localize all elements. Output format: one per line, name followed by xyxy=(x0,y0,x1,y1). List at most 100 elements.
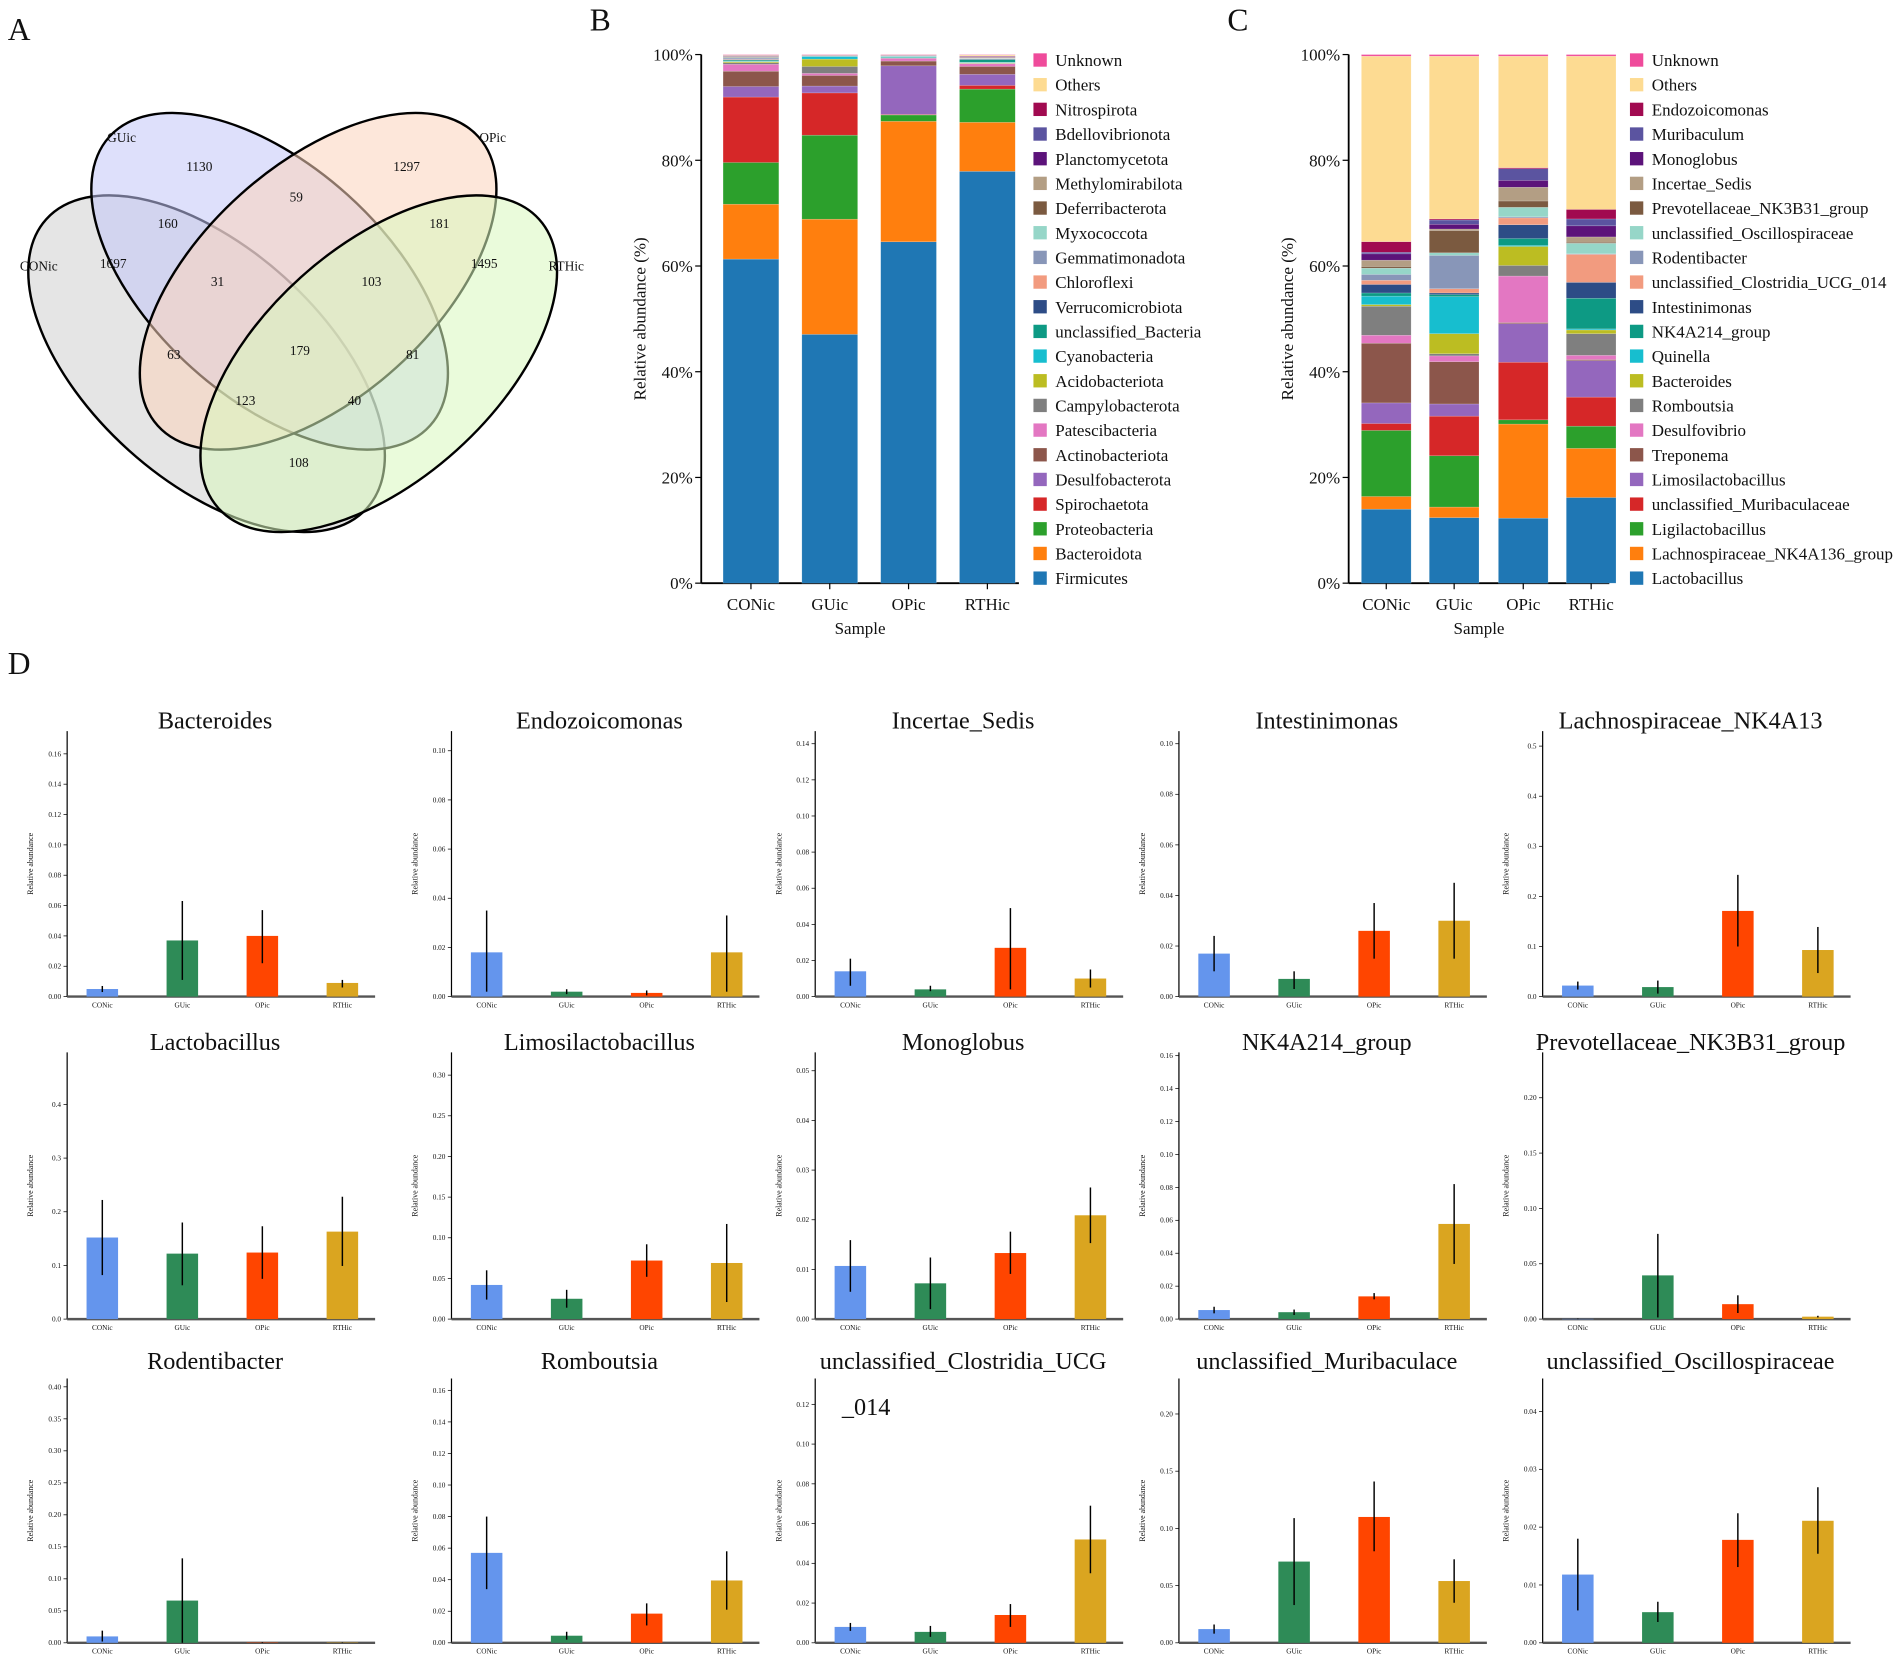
subplot-title: unclassified_Muribaculace xyxy=(1196,1348,1457,1375)
bar-segment-conic-romboutsia xyxy=(1361,305,1412,336)
bar-segment-conic-bacteroidota xyxy=(722,203,780,260)
x-tick-label: CONic xyxy=(1362,595,1411,614)
bar-segment-opic-bacteroides xyxy=(1498,246,1549,266)
y-tick-label: 0.10 xyxy=(1160,740,1173,748)
bar-segment-opic-lachnospiraceae-nk4a136-group xyxy=(1498,423,1549,519)
y-tick-label: 0.02 xyxy=(1160,942,1173,950)
x-tick-label: OPic xyxy=(1367,1324,1382,1332)
legend-label: Intestinimonas xyxy=(1652,298,1752,317)
bar-segment-conic-desulfovibrio xyxy=(1361,335,1412,344)
y-tick-label: 0.00 xyxy=(796,993,809,1001)
x-tick-label: GUic xyxy=(559,1002,575,1010)
bar-segment-conic-incertae-sedis xyxy=(1361,259,1412,267)
y-tick-label: 0% xyxy=(1318,574,1341,593)
legend-swatch xyxy=(1629,374,1644,388)
bar-segment-rthic-desulfobacterota xyxy=(959,74,1016,86)
y-tick-label: 0.30 xyxy=(433,1072,446,1080)
x-tick-label: CONic xyxy=(92,1648,113,1656)
subplot-romboutsia: Romboutsia 0.00 0.02 0.04 0.06 0.08 0.10 0.12 0.… xyxy=(411,1348,760,1656)
y-tick-label: 0.4 xyxy=(1527,793,1536,801)
y-tick-label: 0.04 xyxy=(1160,892,1173,900)
y-tick-label: 0.02 xyxy=(796,1216,809,1224)
legend-swatch xyxy=(1033,300,1047,314)
y-tick-label: 0.10 xyxy=(796,1441,809,1449)
x-tick-label: RTHic xyxy=(717,1324,736,1332)
genus-stacked-bar-chart: 0% 20% 40% 60% 80% 100% Relative abundance (%)… xyxy=(1278,46,1893,638)
y-tick-label: 0.03 xyxy=(1524,1466,1537,1474)
bar-segment-guic-actinobacteriota xyxy=(801,75,858,87)
legend-label: Bacteroides xyxy=(1652,372,1732,391)
bar-segment-rthic-lachnospiraceae-nk4a136-group xyxy=(1566,448,1617,498)
subplot-intestinimonas: Intestinimonas 0.00 0.02 0.04 0.06 0.08 0.10 Re… xyxy=(1138,708,1487,1010)
x-tick-label: GUic xyxy=(174,1324,190,1332)
y-tick-label: 0.08 xyxy=(796,1480,809,1488)
y-tick-label: 0.08 xyxy=(796,849,809,857)
legend-label: unclassified_Clostridia_UCG_014 xyxy=(1652,273,1887,292)
y-axis-label: Relative abundance xyxy=(774,1479,783,1541)
x-tick-label: CONic xyxy=(92,1002,113,1010)
y-tick-label: 0.30 xyxy=(48,1447,61,1455)
bar-segment-guic-nk4a214-group xyxy=(1429,294,1480,297)
bar-segment-opic-desulfobacterota xyxy=(880,65,937,115)
panel-letter-b: B xyxy=(590,2,611,37)
x-tick-label: GUic xyxy=(174,1648,190,1656)
x-tick-label: OPic xyxy=(1367,1648,1382,1656)
bar-conic xyxy=(834,1626,867,1643)
subplot-incertae-sedis: Incertae_Sedis 0.00 0.02 0.04 0.06 0.08 0.10 0.… xyxy=(774,708,1124,1010)
bar-segment-opic-patescibacteria xyxy=(880,58,937,62)
y-tick-label: 0.00 xyxy=(1160,993,1173,1001)
y-axis-label: Relative abundance xyxy=(26,1479,35,1541)
legend-label: Unknown xyxy=(1652,51,1719,70)
x-tick-label: CONic xyxy=(727,595,776,614)
bar-segment-rthic-unclassified-clostridia-ucg-014 xyxy=(1566,254,1617,283)
legend-swatch xyxy=(1033,448,1047,462)
legend-label: Monoglobus xyxy=(1652,150,1738,169)
y-tick-label: 0.15 xyxy=(1160,1468,1173,1476)
bar-segment-conic-rodentibacter xyxy=(1361,274,1412,281)
bar-segment-rthic-incertae-sedis xyxy=(1566,236,1617,243)
subplot-unclassified-oscillospiraceae: unclassified_Oscillospiraceae 0.00 0.01 0.0… xyxy=(1502,1348,1851,1656)
subplot-title: Romboutsia xyxy=(541,1348,658,1375)
legend-label: Treponema xyxy=(1652,446,1729,465)
bar-segment-guic-patescibacteria xyxy=(801,73,858,76)
bar-segment-opic-lactobacillus xyxy=(1498,517,1549,584)
subplot-monoglobus: Monoglobus 0.00 0.01 0.02 0.03 0.04 0.05 Relati… xyxy=(774,1029,1124,1332)
x-tick-label: OPic xyxy=(892,595,926,614)
y-tick-label: 0.04 xyxy=(1160,1250,1173,1258)
x-tick-label: RTHic xyxy=(1081,1648,1100,1656)
legend-swatch xyxy=(1033,324,1047,339)
bar-segment-conic-actinobacteriota xyxy=(722,70,780,87)
legend-label: Endozoicomonas xyxy=(1652,100,1769,119)
bar-segment-guic-romboutsia xyxy=(1429,353,1480,357)
y-tick-label: 0.16 xyxy=(48,750,61,758)
bar-guic xyxy=(914,989,947,997)
legend-swatch xyxy=(1629,398,1644,413)
x-tick-label: RTHic xyxy=(1808,1002,1827,1010)
subplot-title: Lactobacillus xyxy=(150,1029,281,1056)
legend-swatch xyxy=(1033,53,1047,67)
subplot-title: Limosilactobacillus xyxy=(504,1029,695,1056)
y-tick-label: 80% xyxy=(662,151,693,170)
x-tick-label: OPic xyxy=(1731,1002,1746,1010)
y-tick-label: 0.03 xyxy=(796,1167,809,1175)
y-axis-label: Relative abundance xyxy=(26,1154,35,1216)
y-tick-label: 0.0 xyxy=(1527,993,1536,1001)
x-tick-label: CONic xyxy=(92,1324,113,1332)
x-tick-label: OPic xyxy=(1003,1002,1018,1010)
y-tick-label: 0.05 xyxy=(1160,1582,1173,1590)
y-tick-label: 0.20 xyxy=(48,1511,61,1519)
x-tick-label: OPic xyxy=(1731,1648,1746,1656)
venn-set-label: CONic xyxy=(20,258,58,273)
venn-region-count: 40 xyxy=(348,393,362,408)
bar-segment-rthic-patescibacteria xyxy=(959,63,1016,67)
subplot-title: unclassified_Clostridia_UCG xyxy=(820,1348,1107,1375)
legend-swatch xyxy=(1629,522,1644,536)
legend-swatch xyxy=(1629,53,1644,67)
bar-segment-conic-monoglobus xyxy=(1361,253,1412,261)
x-tick-label: GUic xyxy=(559,1648,575,1656)
bar-segment-guic-unclassified-clostridia-ucg-014 xyxy=(1429,288,1480,294)
x-tick-label: GUic xyxy=(1286,1002,1302,1010)
y-tick-label: 0.14 xyxy=(433,1418,446,1426)
legend-swatch xyxy=(1629,275,1644,289)
